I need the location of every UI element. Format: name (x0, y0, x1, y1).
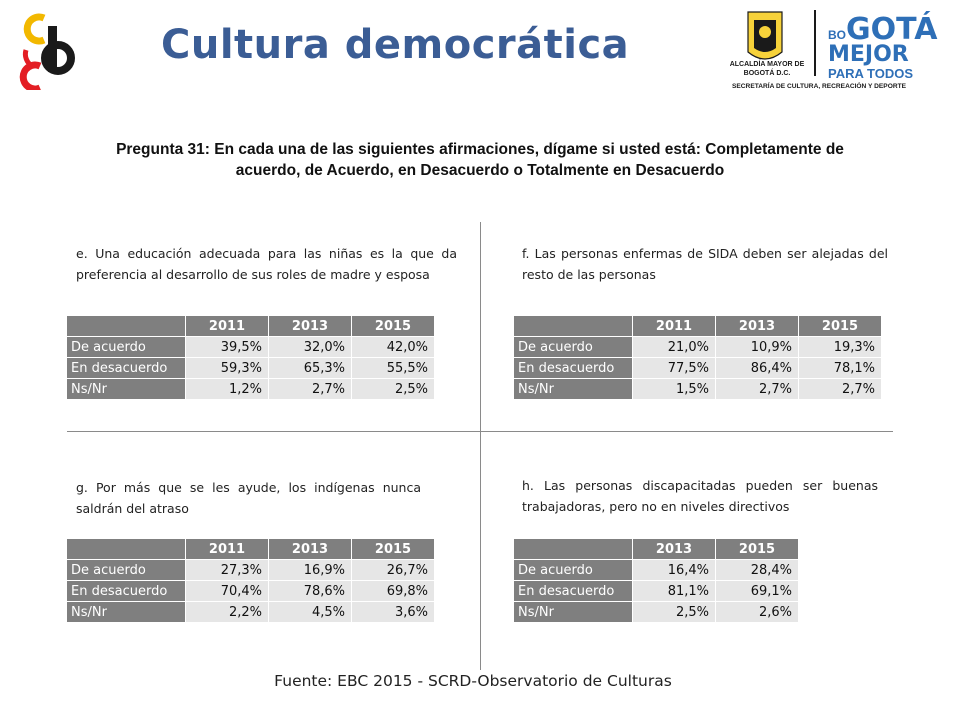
year-header: 2013 (268, 315, 352, 337)
table-row: Ns/Nr 1,2% 2,7% 2,5% (66, 378, 435, 400)
cell-value: 55,5% (351, 357, 435, 379)
cell-value: 2,7% (715, 378, 799, 400)
vertical-divider (480, 222, 481, 670)
cell-value: 26,7% (351, 559, 435, 581)
row-label: De acuerdo (66, 336, 186, 358)
header-corner (513, 538, 633, 560)
table-row: Ns/Nr 2,2% 4,5% 3,6% (66, 601, 435, 623)
bogota-large-text: GOTÁ (846, 12, 938, 47)
year-header: 2011 (632, 315, 716, 337)
cell-value: 2,5% (351, 378, 435, 400)
row-label: Ns/Nr (66, 601, 186, 623)
table-e: 2011 2013 2015 De acuerdo 39,5% 32,0% 42… (66, 315, 435, 400)
alcaldia-label: ALCALDÍA MAYOR DE BOGOTÁ D.C. (729, 61, 805, 77)
cell-value: 59,3% (185, 357, 269, 379)
row-label: En desacuerdo (66, 580, 186, 602)
table-row: Ns/Nr 2,5% 2,6% (513, 601, 799, 623)
cell-value: 2,6% (715, 601, 799, 623)
cell-value: 78,1% (798, 357, 882, 379)
table-row: En desacuerdo 77,5% 86,4% 78,1% (513, 357, 882, 379)
year-header: 2013 (268, 538, 352, 560)
bogota-small-text: BO (828, 28, 846, 42)
cell-value: 65,3% (268, 357, 352, 379)
para-todos-text: PARA TODOS (828, 66, 913, 81)
table-h: 2013 2015 De acuerdo 16,4% 28,4% En desa… (513, 538, 799, 623)
source-footer: Fuente: EBC 2015 - SCRD-Observatorio de … (274, 672, 672, 690)
cell-value: 27,3% (185, 559, 269, 581)
cell-value: 28,4% (715, 559, 799, 581)
row-label: En desacuerdo (513, 357, 633, 379)
statement-e: e. Una educación adecuada para las niñas… (76, 246, 457, 282)
cell-value: 78,6% (268, 580, 352, 602)
table-f: 2011 2013 2015 De acuerdo 21,0% 10,9% 19… (513, 315, 882, 400)
horizontal-divider (67, 431, 893, 432)
cell-value: 70,4% (185, 580, 269, 602)
cell-value: 1,2% (185, 378, 269, 400)
year-header: 2015 (351, 538, 435, 560)
row-label: En desacuerdo (513, 580, 633, 602)
row-label: Ns/Nr (66, 378, 186, 400)
bogota-logo: ALCALDÍA MAYOR DE BOGOTÁ D.C. BOGOTÁ MEJ… (724, 6, 956, 96)
table-row: De acuerdo 39,5% 32,0% 42,0% (66, 336, 435, 358)
cell-value: 2,2% (185, 601, 269, 623)
table-row: En desacuerdo 81,1% 69,1% (513, 580, 799, 602)
year-header: 2015 (798, 315, 882, 337)
cell-value: 81,1% (632, 580, 716, 602)
header-corner (66, 538, 186, 560)
year-header: 2013 (715, 315, 799, 337)
table-g: 2011 2013 2015 De acuerdo 27,3% 16,9% 26… (66, 538, 435, 623)
row-label: De acuerdo (513, 559, 633, 581)
row-label: De acuerdo (66, 559, 186, 581)
row-label: Ns/Nr (513, 601, 633, 623)
cell-value: 3,6% (351, 601, 435, 623)
cell-value: 42,0% (351, 336, 435, 358)
statement-h: h. Las personas discapacitadas pueden se… (522, 478, 878, 514)
table-row: De acuerdo 27,3% 16,9% 26,7% (66, 559, 435, 581)
statement-g: g. Por más que se les ayude, los indígen… (76, 480, 421, 516)
cell-value: 69,8% (351, 580, 435, 602)
secretaria-label: SECRETARÍA DE CULTURA, RECREACIÓN Y DEPO… (732, 83, 907, 90)
cell-value: 1,5% (632, 378, 716, 400)
cell-value: 32,0% (268, 336, 352, 358)
table-row: De acuerdo 16,4% 28,4% (513, 559, 799, 581)
cell-value: 19,3% (798, 336, 882, 358)
mejor-text: MEJOR (828, 42, 909, 67)
cell-value: 39,5% (185, 336, 269, 358)
header-corner (66, 315, 186, 337)
cell-value: 86,4% (715, 357, 799, 379)
cell-value: 16,9% (268, 559, 352, 581)
question-text: Pregunta 31: En cada una de las siguient… (116, 141, 844, 179)
table-row: En desacuerdo 70,4% 78,6% 69,8% (66, 580, 435, 602)
table-row: Ns/Nr 1,5% 2,7% 2,7% (513, 378, 882, 400)
header-corner (513, 315, 633, 337)
cell-value: 10,9% (715, 336, 799, 358)
year-header: 2013 (632, 538, 716, 560)
cell-value: 77,5% (632, 357, 716, 379)
table-row: De acuerdo 21,0% 10,9% 19,3% (513, 336, 882, 358)
year-header: 2015 (715, 538, 799, 560)
cell-value: 2,7% (798, 378, 882, 400)
year-header: 2011 (185, 315, 269, 337)
cell-value: 2,7% (268, 378, 352, 400)
row-label: De acuerdo (513, 336, 633, 358)
statement-f: f. Las personas enfermas de SIDA deben s… (522, 246, 888, 282)
cell-value: 4,5% (268, 601, 352, 623)
cell-value: 21,0% (632, 336, 716, 358)
year-header: 2011 (185, 538, 269, 560)
row-label: Ns/Nr (513, 378, 633, 400)
cell-value: 16,4% (632, 559, 716, 581)
alcaldia-shield-icon (747, 10, 816, 76)
row-label: En desacuerdo (66, 357, 186, 379)
cell-value: 2,5% (632, 601, 716, 623)
cell-value: 69,1% (715, 580, 799, 602)
culture-logo-icon (19, 13, 75, 90)
table-row: En desacuerdo 59,3% 65,3% 55,5% (66, 357, 435, 379)
year-header: 2015 (351, 315, 435, 337)
page-title: Cultura democrática (161, 22, 630, 68)
